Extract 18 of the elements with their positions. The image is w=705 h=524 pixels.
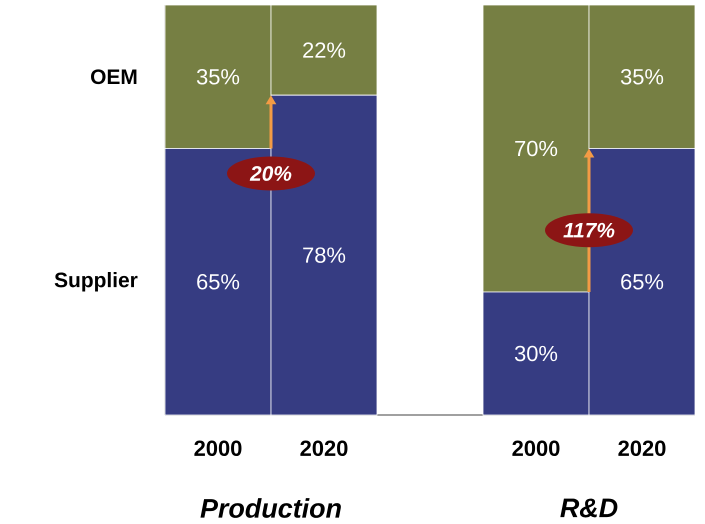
text: R&D	[560, 498, 618, 518]
x-tick-label: 2020	[300, 440, 348, 456]
annotation: 20%	[250, 166, 292, 181]
annotation: 117%	[563, 222, 614, 238]
x-tick-label: 2000	[194, 440, 242, 456]
x-tick-label: 2000	[512, 440, 560, 456]
series-label: OEM	[91, 69, 136, 84]
data-label: 30%	[514, 346, 558, 362]
data-label: 70%	[515, 140, 558, 156]
text: Production	[200, 498, 341, 518]
series-label: Supplier	[54, 272, 138, 292]
data-label: 35%	[620, 68, 664, 85]
data-label: 65%	[197, 274, 240, 290]
data-label: 78%	[303, 247, 346, 263]
data-label: 65%	[621, 274, 664, 290]
data-label: 35%	[196, 68, 240, 85]
data-label: 22%	[303, 42, 346, 58]
x-tick-label: 2020	[618, 440, 666, 456]
